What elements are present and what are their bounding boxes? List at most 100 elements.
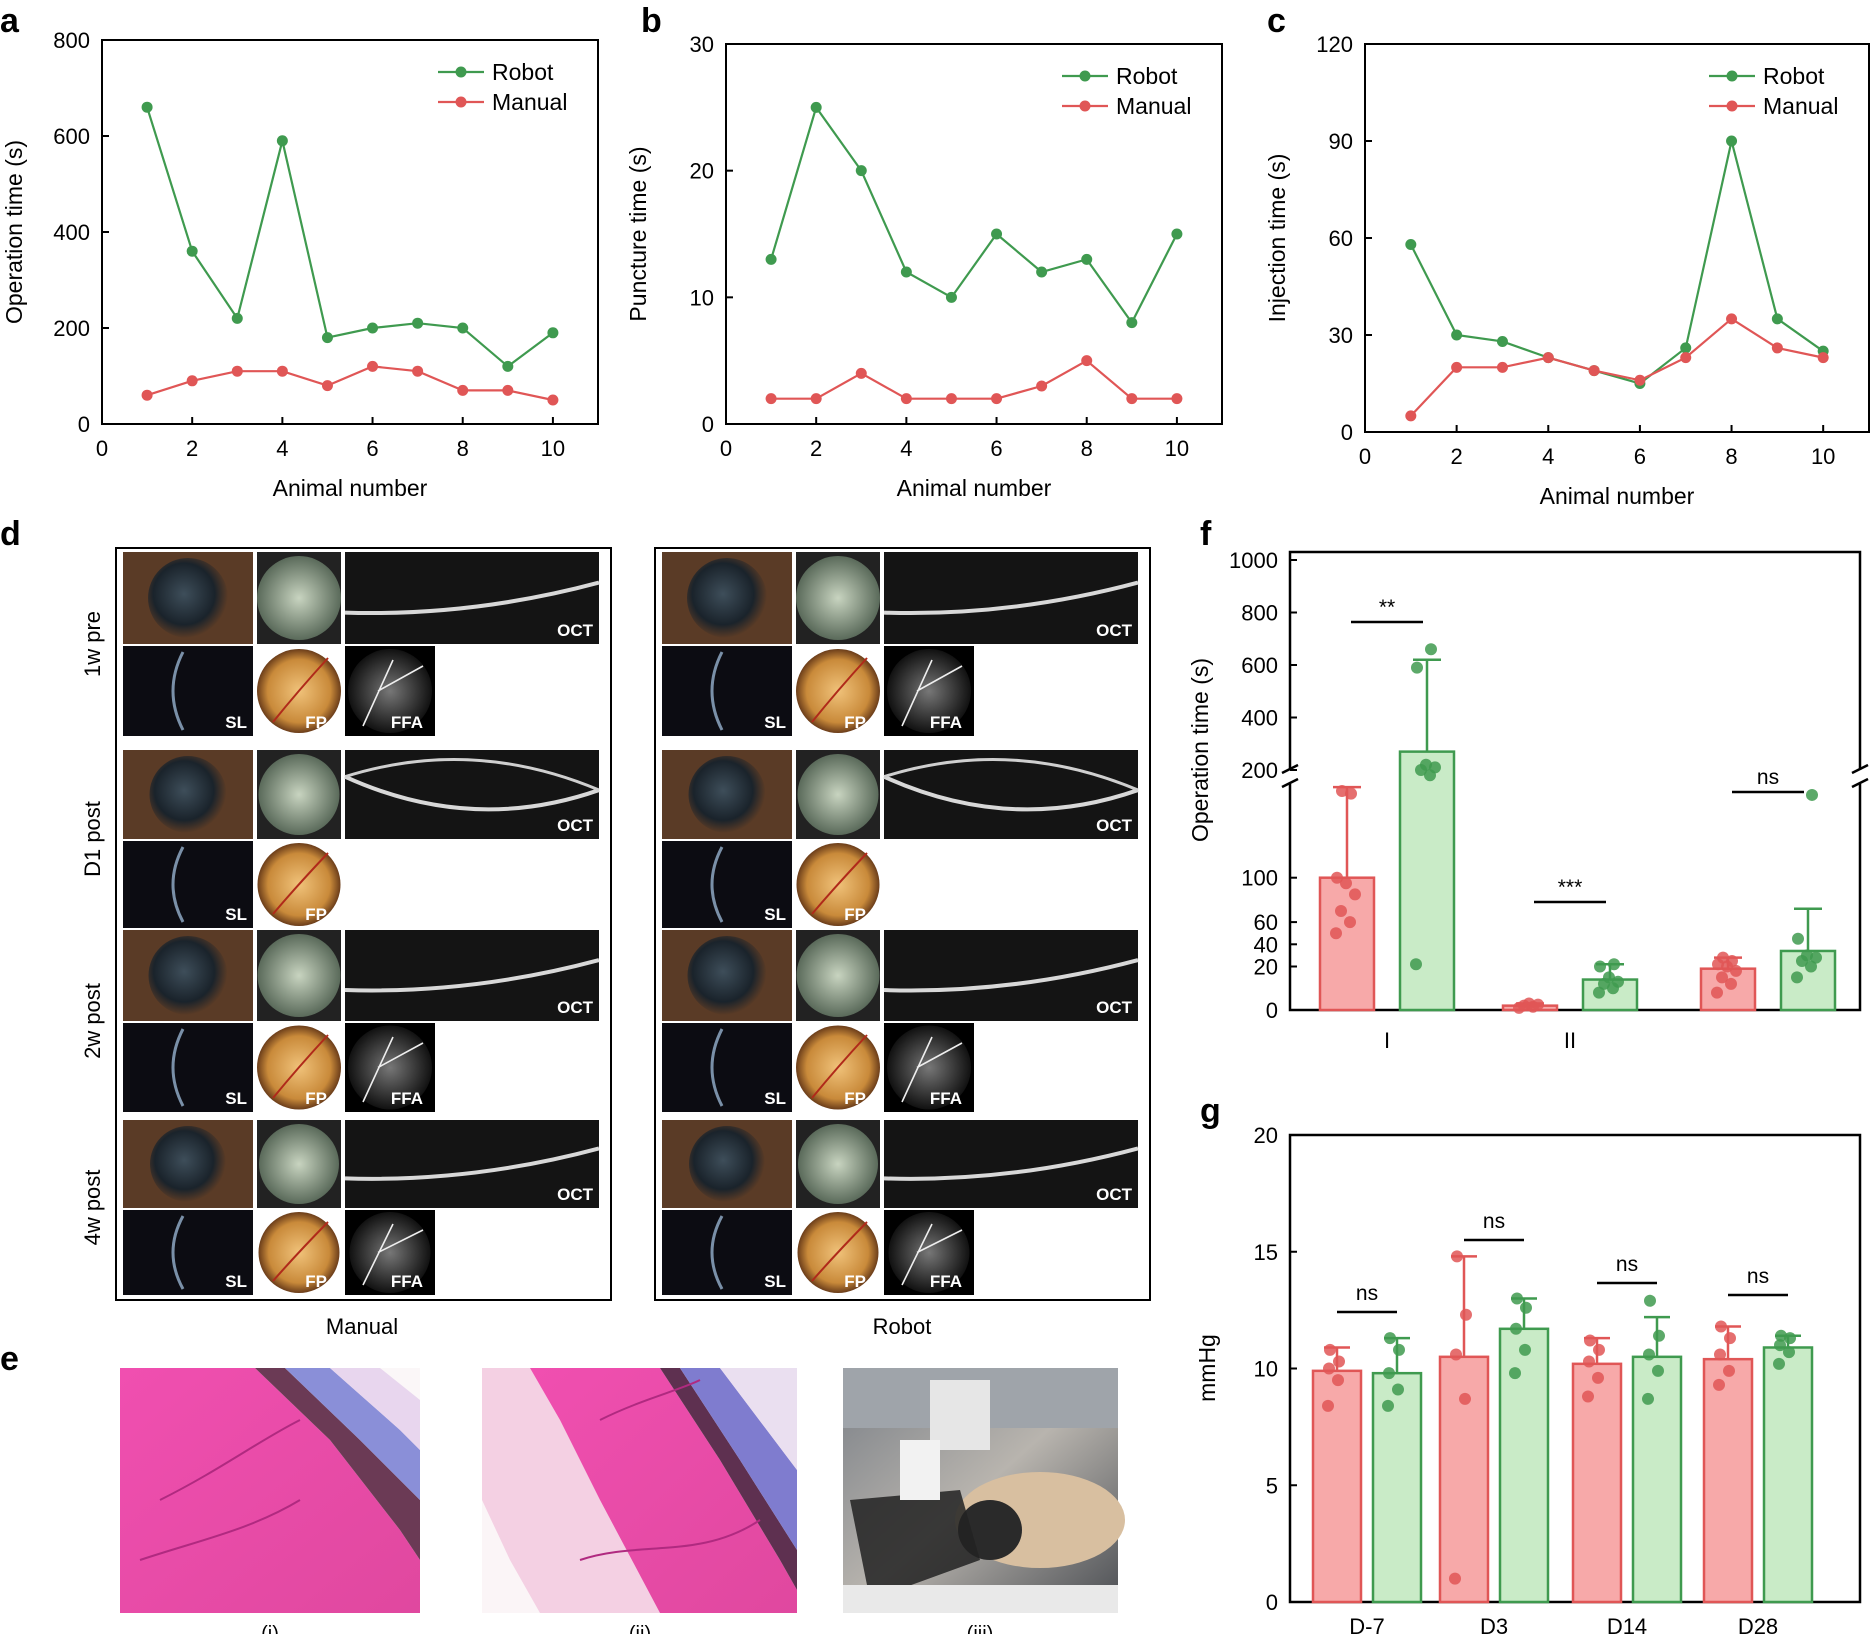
group-frame (115, 547, 612, 1301)
y-tick-label: 120 (1316, 32, 1353, 57)
dot-point-manual (1716, 971, 1728, 984)
legend-marker-robot (1726, 70, 1738, 82)
x-tick-label: 8 (457, 436, 469, 461)
slit-lamp-beam (710, 651, 724, 731)
data-point-robot (141, 101, 153, 113)
x-tick-label: II (1564, 1028, 1576, 1053)
dot-point-robot (1519, 1343, 1531, 1356)
data-point-manual (991, 393, 1003, 405)
series-line-robot (146, 106, 554, 368)
y-tick-label: 800 (53, 28, 90, 53)
oct-scan (345, 552, 599, 644)
x-tick-label: 2 (810, 436, 822, 461)
oct-tag: OCT (1096, 816, 1133, 835)
dot-point-robot (1411, 661, 1423, 674)
group-frame (654, 547, 1151, 1301)
anterior-photo-cornea (148, 558, 228, 638)
y-tick-label: 40 (1254, 932, 1278, 957)
sl-tag: SL (764, 713, 786, 732)
panel-label-d: d (0, 515, 21, 553)
dot-point-manual (1324, 1343, 1336, 1356)
series-line-manual (771, 359, 1177, 400)
series-line-manual (146, 365, 554, 402)
dot-point-manual (1323, 1362, 1335, 1375)
x-tick-label: 10 (1811, 444, 1835, 469)
fundus-vessel (811, 1034, 868, 1099)
dot-point-manual (1449, 1572, 1461, 1585)
data-point-robot (1771, 313, 1783, 325)
sl-tag: SL (225, 713, 247, 732)
x-tick-label: 10 (541, 436, 565, 461)
data-point-manual (1496, 361, 1508, 373)
dot-point-manual (1711, 986, 1723, 999)
bar-robot (1762, 1346, 1814, 1604)
dot-point-manual (1582, 1390, 1594, 1403)
oct-detached-layer (883, 758, 1139, 792)
anterior-photo-cornea (689, 1126, 765, 1202)
oct-retina-layer (344, 774, 600, 812)
dot-point-manual (1340, 877, 1352, 890)
panel-d-imaging: Manual OCT SL FP FFA 1w pre OCT SL FP D1 post OCT S… (80, 547, 1151, 1339)
slit-lamp-photo (123, 841, 253, 928)
slit-lamp-beam (710, 846, 724, 923)
dot-point-robot (1383, 1367, 1395, 1380)
significance-label: ** (1379, 596, 1395, 619)
dot-point-manual (1322, 1399, 1334, 1412)
y-tick-label: 800 (1241, 601, 1278, 626)
oct-scan (884, 930, 1138, 1021)
anterior-photo-cornea (688, 756, 766, 833)
data-point-manual (1171, 393, 1183, 405)
plot-frame (725, 43, 1223, 425)
y-tick-label: 200 (53, 316, 90, 341)
dot-point-manual (1459, 1392, 1471, 1405)
dot-point-robot (1783, 1346, 1795, 1359)
anterior-photo-cornea (150, 1126, 226, 1202)
dot-point-manual (1723, 1364, 1735, 1377)
data-point-robot (855, 165, 867, 177)
dot-point-robot (1410, 958, 1422, 971)
dot-point-robot (1509, 1367, 1521, 1380)
ir-fundus-disc (796, 934, 880, 1017)
x-tick-label: 0 (96, 436, 108, 461)
dot-point-manual (1717, 951, 1729, 964)
data-point-robot (186, 245, 198, 257)
dot-point-manual (1715, 1320, 1727, 1333)
oct-scan (884, 1120, 1138, 1208)
dot-point-robot (1774, 1339, 1786, 1352)
x-tick-label: 6 (990, 436, 1002, 461)
x-tick-label: D-7 (1349, 1614, 1384, 1634)
y-tick-label: 10 (690, 285, 714, 310)
oct-scan (345, 930, 599, 1021)
ffa-vessels (901, 1223, 963, 1286)
panel-e-histology: (i) (ii) (iii) (120, 1368, 1125, 1634)
data-point-manual (1405, 410, 1417, 422)
data-point-manual (1588, 365, 1600, 377)
data-point-manual (855, 367, 867, 379)
group-label-manual: Manual (326, 1314, 398, 1339)
data-point-manual (1726, 313, 1738, 325)
dot-point-manual (1336, 785, 1348, 797)
dot-point-manual (1344, 916, 1356, 929)
x-tick-label: 0 (720, 436, 732, 461)
dot-point-robot (1791, 971, 1803, 984)
dot-point-robot (1384, 1332, 1396, 1345)
dot-point-robot (1393, 1343, 1405, 1356)
panel-label-a: a (0, 2, 20, 40)
data-point-robot (1036, 266, 1048, 278)
dot-point-manual (1333, 1355, 1345, 1368)
y-tick-label: 0 (1266, 1590, 1278, 1615)
sl-tag: SL (764, 905, 786, 924)
data-point-robot (1405, 238, 1417, 250)
ir-fundus-disc (258, 754, 340, 835)
sl-tag: SL (764, 1089, 786, 1108)
dot-point-manual (1592, 1371, 1604, 1384)
oct-retina-layer (344, 958, 600, 993)
surgical-setup-photo (843, 1368, 1125, 1613)
significance-label: ns (1757, 766, 1779, 789)
y-axis-label: Injection time (s) (1264, 154, 1290, 323)
bar-manual (1311, 1369, 1363, 1604)
dot-point-robot (1392, 1383, 1404, 1396)
ir-fundus-disc (259, 1124, 339, 1204)
oct-scan (345, 1120, 599, 1208)
panel-label-g: g (1200, 1092, 1221, 1130)
